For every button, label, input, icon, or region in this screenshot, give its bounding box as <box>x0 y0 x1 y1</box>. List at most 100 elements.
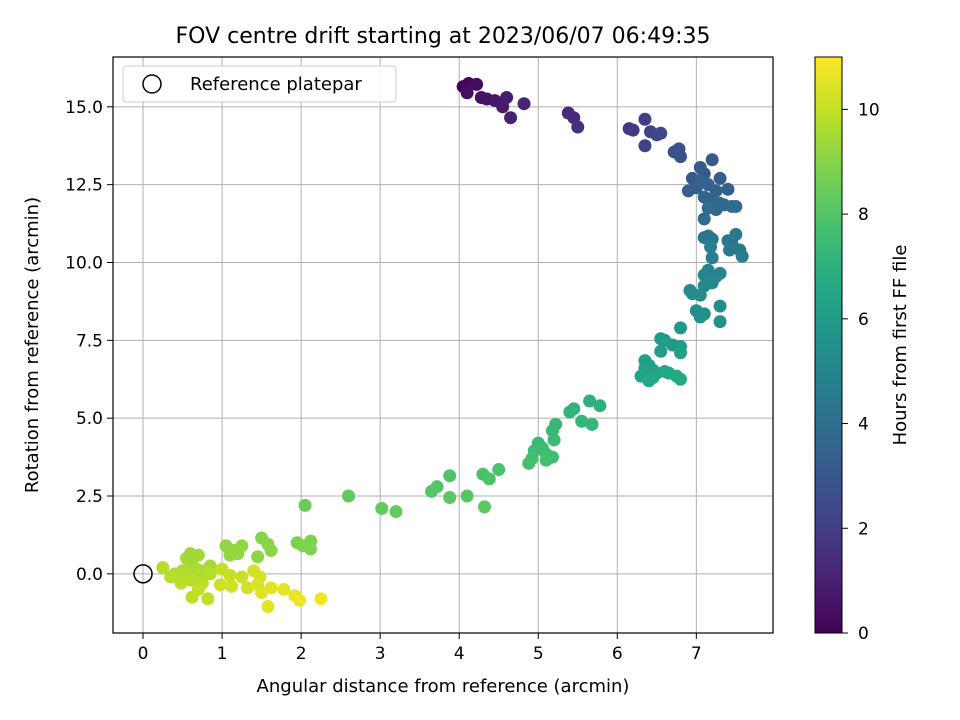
data-point <box>460 489 474 503</box>
data-point <box>693 288 707 302</box>
data-point <box>443 491 457 505</box>
data-point <box>235 570 249 584</box>
data-point <box>626 123 640 137</box>
x-ticks: 0 1 2 3 4 5 6 7 <box>138 633 702 664</box>
colorbar-tick-label: 6 <box>858 310 869 330</box>
data-point <box>375 501 389 515</box>
data-point <box>298 498 312 512</box>
legend-label: Reference platepar <box>190 74 362 95</box>
legend-marker <box>142 74 162 94</box>
data-point <box>500 90 514 104</box>
data-point <box>201 592 215 606</box>
data-point <box>443 469 457 483</box>
data-point <box>735 249 749 263</box>
data-point <box>674 346 688 360</box>
data-point <box>674 372 688 386</box>
data-point <box>293 593 307 607</box>
colorbar-tick-label: 0 <box>858 624 869 644</box>
legend-box <box>122 65 397 103</box>
data-point <box>704 240 718 254</box>
data-point <box>477 500 491 514</box>
y-tick-label: 12.5 <box>65 176 103 196</box>
data-point <box>492 463 506 477</box>
data-point <box>203 567 217 581</box>
data-point <box>264 543 278 557</box>
grid-lines <box>113 57 773 633</box>
data-point <box>342 489 356 503</box>
data-point <box>389 505 403 519</box>
data-point <box>729 199 743 213</box>
data-point <box>638 139 652 153</box>
data-points <box>156 76 749 614</box>
colorbar-tick-label: 4 <box>858 415 869 435</box>
x-tick-label: 5 <box>533 644 544 664</box>
y-tick-label: 2.5 <box>76 487 103 507</box>
data-point <box>705 153 719 167</box>
y-ticks: 0.0 2.5 5.0 7.5 10.0 12.5 15.0 <box>65 98 113 585</box>
y-tick-label: 15.0 <box>65 98 103 118</box>
data-point <box>585 417 599 431</box>
data-point <box>721 182 735 196</box>
data-point <box>713 299 727 313</box>
data-point <box>654 126 668 140</box>
data-point <box>504 111 518 125</box>
data-point <box>164 570 178 584</box>
data-point <box>225 579 239 593</box>
data-point <box>654 344 668 358</box>
x-tick-label: 4 <box>454 644 465 664</box>
data-point <box>713 171 727 185</box>
x-axis-label: Angular distance from reference (arcmin) <box>257 676 630 697</box>
data-point <box>547 433 561 447</box>
data-point <box>522 456 536 470</box>
data-point <box>563 405 577 419</box>
data-point <box>183 573 197 587</box>
x-tick-label: 3 <box>375 644 386 664</box>
reference-platepar-marker <box>133 564 153 584</box>
data-point <box>674 321 688 335</box>
data-point <box>693 310 707 324</box>
y-tick-label: 5.0 <box>76 409 103 429</box>
colorbar-ticks: 0 2 4 6 8 10 <box>842 100 880 644</box>
data-point <box>482 472 496 486</box>
data-point <box>304 542 318 556</box>
data-point <box>251 550 265 564</box>
colorbar-gradient <box>814 56 843 634</box>
data-point <box>191 582 205 596</box>
x-tick-label: 6 <box>612 644 623 664</box>
data-point <box>713 315 727 329</box>
data-point <box>191 548 205 562</box>
y-tick-label: 0.0 <box>76 565 103 585</box>
data-point <box>240 581 254 595</box>
data-point <box>213 578 227 592</box>
data-point <box>575 414 589 428</box>
data-point <box>638 112 652 126</box>
data-point <box>701 201 715 215</box>
colorbar-tick-label: 10 <box>858 100 880 120</box>
data-point <box>156 561 170 575</box>
data-point <box>697 212 711 226</box>
data-point <box>713 266 727 280</box>
chart-title: FOV centre drift starting at 2023/06/07 … <box>176 24 711 49</box>
data-point <box>583 394 597 408</box>
data-point <box>470 77 484 91</box>
x-tick-label: 7 <box>691 644 702 664</box>
data-point <box>539 453 553 467</box>
y-tick-label: 7.5 <box>76 331 103 351</box>
legend: Reference platepar <box>122 65 397 103</box>
data-point <box>223 548 237 562</box>
data-point <box>223 568 237 582</box>
data-point <box>277 582 291 596</box>
x-tick-label: 2 <box>296 644 307 664</box>
plot-frame <box>112 56 774 634</box>
data-point <box>571 120 585 134</box>
colorbar-tick-label: 2 <box>858 519 869 539</box>
colorbar-label: Hours from first FF file <box>890 245 911 446</box>
data-point <box>642 374 656 388</box>
y-axis-label: Rotation from reference (arcmin) <box>22 197 43 493</box>
data-point <box>425 484 439 498</box>
data-point <box>705 251 719 265</box>
data-point <box>261 600 275 614</box>
x-tick-label: 0 <box>138 644 149 664</box>
data-point <box>517 97 531 111</box>
